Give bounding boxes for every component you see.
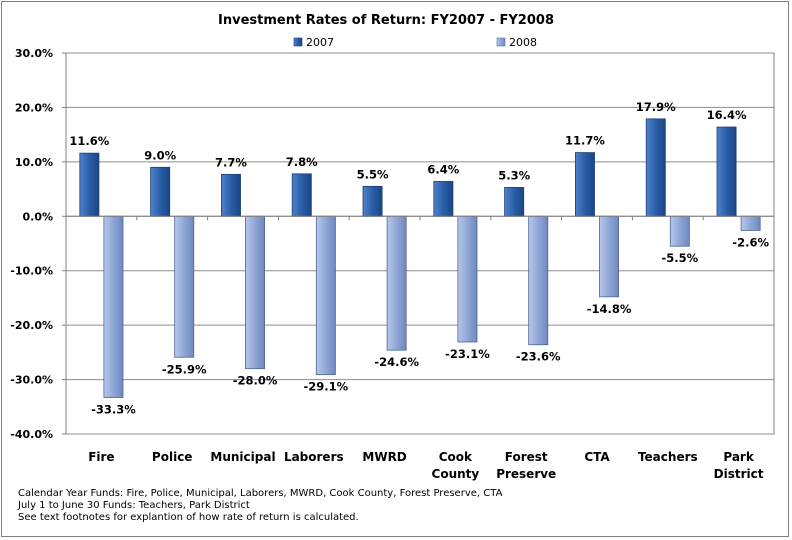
x-tick-label: Cook bbox=[439, 450, 473, 464]
bar-2007-cook-county bbox=[433, 181, 454, 217]
x-tick-label: CTA bbox=[584, 450, 610, 464]
data-label-2008: -33.3% bbox=[91, 403, 136, 417]
data-label-2007: 5.3% bbox=[498, 168, 530, 182]
data-label-2007: 5.5% bbox=[357, 167, 389, 181]
bar-2008-mwrd bbox=[386, 215, 407, 351]
legend-label-2007: 2007 bbox=[306, 36, 334, 49]
x-tick-label: Park bbox=[723, 450, 754, 464]
bar-2008-forest-preserve bbox=[528, 215, 549, 346]
data-label-2007: 17.9% bbox=[636, 100, 676, 114]
bar-2007-teachers bbox=[645, 118, 666, 217]
data-label-2008: -25.9% bbox=[162, 362, 207, 376]
x-tick-label: Laborers bbox=[284, 450, 344, 464]
chart-title: Investment Rates of Return: FY2007 - FY2… bbox=[218, 13, 554, 28]
data-label-2008: -23.1% bbox=[445, 347, 490, 361]
y-tick-label: -30.0% bbox=[10, 374, 53, 387]
x-tick-label: County bbox=[432, 467, 480, 481]
data-label-2007: 7.8% bbox=[286, 155, 318, 169]
data-label-2007: 6.4% bbox=[427, 162, 459, 176]
y-tick-label: 20.0% bbox=[15, 101, 53, 114]
bar-2008-municipal bbox=[245, 215, 265, 370]
y-tick-label: 0.0% bbox=[22, 210, 53, 223]
bars bbox=[79, 118, 761, 398]
data-label-2007: 16.4% bbox=[707, 108, 747, 122]
x-tick-label: District bbox=[714, 467, 764, 481]
bar-2008-laborers bbox=[315, 215, 336, 376]
data-label-2007: 9.0% bbox=[144, 148, 176, 162]
bar-2007-fire bbox=[79, 152, 100, 217]
bar-2007-park-district bbox=[716, 126, 737, 217]
x-tick-label: Forest bbox=[505, 450, 548, 464]
data-label-2007: 7.7% bbox=[215, 155, 247, 169]
y-tick-label: -40.0% bbox=[10, 428, 53, 441]
bar-2007-forest-preserve bbox=[504, 187, 525, 217]
bar-2008-cook-county bbox=[457, 215, 478, 343]
data-label-2008: -5.5% bbox=[662, 251, 699, 265]
y-tick-label: 10.0% bbox=[15, 156, 53, 169]
data-label-2008: -23.6% bbox=[516, 350, 561, 364]
y-tick-label: -10.0% bbox=[10, 265, 53, 278]
y-axis: 30.0% 20.0% 10.0% 0.0% -10.0% -20.0% -30.0% -40… bbox=[10, 47, 66, 441]
footnotes: Calendar Year Funds: Fire, Police, Munic… bbox=[18, 488, 502, 524]
bar-2008-park-district bbox=[740, 215, 761, 231]
x-tick-label: Police bbox=[152, 450, 193, 464]
data-label-2008: -29.1% bbox=[304, 380, 349, 394]
data-label-2007: 11.6% bbox=[69, 134, 109, 148]
legend-label-2008: 2008 bbox=[509, 36, 537, 49]
footnote-methodology: See text footnotes for explantion of how… bbox=[18, 512, 359, 523]
legend-swatch-2007 bbox=[293, 37, 303, 47]
data-label-2008: -28.0% bbox=[233, 374, 278, 388]
bar-2008-police bbox=[174, 215, 195, 358]
legend: 2007 2008 bbox=[293, 36, 537, 49]
x-tick-label: Fire bbox=[88, 450, 114, 464]
bar-2007-municipal bbox=[221, 173, 241, 217]
bar-2007-mwrd bbox=[362, 185, 383, 217]
data-label-2008: -14.8% bbox=[587, 302, 632, 316]
x-tick-label: MWRD bbox=[362, 450, 406, 464]
y-tick-label: -20.0% bbox=[10, 319, 53, 332]
legend-swatch-2008 bbox=[496, 37, 506, 47]
bar-2008-cta bbox=[599, 215, 619, 298]
x-tick-label: Municipal bbox=[210, 450, 275, 464]
data-labels: 11.6% -33.3% 9.0% -25.9% 7.7% -28.0% 7.8% -29.1… bbox=[69, 100, 769, 417]
data-label-2008: -24.6% bbox=[374, 355, 419, 369]
x-tick-label: Preserve bbox=[496, 467, 556, 481]
y-tick-label: 30.0% bbox=[15, 47, 53, 60]
bar-2008-teachers bbox=[669, 215, 690, 247]
bar-2007-police bbox=[150, 166, 171, 217]
footnote-fiscal-year: July 1 to June 30 Funds: Teachers, Park … bbox=[18, 500, 250, 511]
x-axis: Fire Police Municipal Laborers MWRD Cook Count… bbox=[65, 215, 775, 481]
bar-2007-cta bbox=[575, 152, 595, 217]
data-label-2007: 11.7% bbox=[565, 134, 605, 148]
bar-2007-laborers bbox=[291, 173, 312, 217]
x-tick-label: Teachers bbox=[638, 450, 698, 464]
footnote-calendar-year: Calendar Year Funds: Fire, Police, Munic… bbox=[18, 488, 503, 499]
data-label-2008: -2.6% bbox=[732, 235, 769, 249]
bar-2008-fire bbox=[103, 215, 124, 398]
